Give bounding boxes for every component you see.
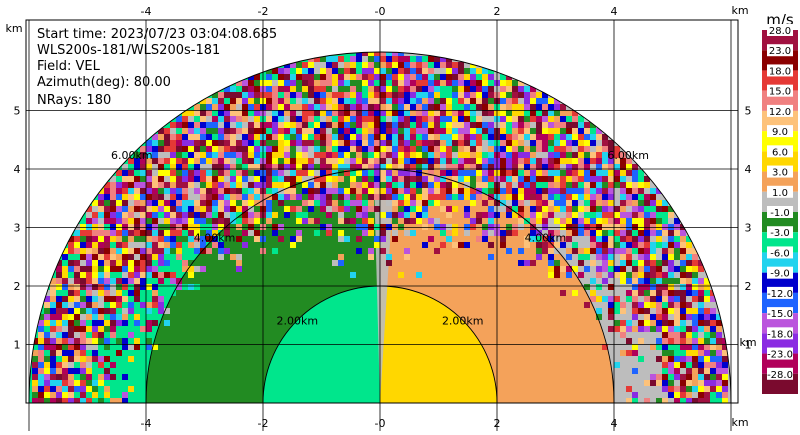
range-ring-label: 4.00km bbox=[194, 232, 236, 245]
colorbar-label: 12.0 bbox=[769, 107, 791, 118]
colorbar-label-bg bbox=[767, 24, 793, 36]
x-unit-bottom: km bbox=[731, 416, 748, 429]
info-panel: Start time: 2023/07/23 03:04:08.685 WLS2… bbox=[37, 27, 277, 108]
colorbar-label: -28.0 bbox=[767, 370, 793, 381]
colorbar-label-bg bbox=[767, 307, 793, 320]
colorbar-label: 28.0 bbox=[769, 26, 791, 37]
x-tick-label-top: 4 bbox=[611, 5, 618, 18]
colorbar-label-bg bbox=[767, 246, 793, 259]
y-tick-label-left: 1 bbox=[14, 339, 21, 352]
colorbar-label-bg bbox=[767, 206, 793, 218]
colorbar-label-bg bbox=[767, 266, 793, 279]
colorbar-label: 6.0 bbox=[772, 147, 788, 158]
nrays-text: NRays: 180 bbox=[37, 93, 111, 108]
colorbar-label: 1.0 bbox=[772, 188, 788, 199]
colorbar-label-bg bbox=[767, 145, 793, 158]
x-tick-label-top: 2 bbox=[494, 5, 501, 18]
colorbar-label-bg bbox=[767, 104, 793, 117]
colorbar-label: -12.0 bbox=[767, 289, 793, 300]
x-tick-label-top: -2 bbox=[258, 5, 269, 18]
instrument-text: WLS200s-181/WLS200s-181 bbox=[37, 43, 220, 58]
colorbar-label-bg bbox=[767, 286, 793, 299]
axes-frame bbox=[25, 19, 739, 404]
colorbar-label-bg bbox=[767, 367, 793, 380]
colorbar-label-bg bbox=[767, 185, 793, 198]
x-unit-top: km bbox=[731, 4, 748, 17]
colorbar-label: 9.0 bbox=[772, 127, 788, 138]
y-tick-label-left: 3 bbox=[14, 222, 21, 235]
range-ring-4 bbox=[145, 168, 615, 403]
colorbar-label: 18.0 bbox=[769, 66, 791, 77]
y-tick-label-left: 5 bbox=[14, 105, 21, 118]
range-ring-label: 6.00km bbox=[607, 149, 649, 162]
y-unit-left: km bbox=[5, 22, 22, 35]
colorbar-label: 3.0 bbox=[772, 168, 788, 179]
field-text: Field: VEL bbox=[37, 59, 101, 74]
colorbar: m/s 28.023.018.015.012.09.06.03.01.0-1.0… bbox=[762, 11, 798, 394]
y-tick-label-right: 1 bbox=[745, 339, 752, 352]
range-ring-label: 2.00km bbox=[276, 314, 318, 327]
colorbar-label: -1.0 bbox=[770, 208, 790, 219]
colorbar-label: -3.0 bbox=[770, 228, 790, 239]
y-tick-label-right: 2 bbox=[745, 280, 752, 293]
colorbar-label-bg bbox=[767, 64, 793, 77]
range-ring-label: 6.00km bbox=[111, 149, 153, 162]
y-unit-right: km bbox=[739, 336, 756, 349]
y-tick-label-right: 3 bbox=[745, 222, 752, 235]
colorbar-label-bg bbox=[767, 125, 793, 138]
start-time-text: Start time: 2023/07/23 03:04:08.685 bbox=[37, 27, 277, 42]
y-tick-label-right: 5 bbox=[745, 105, 752, 118]
range-ring-label: 4.00km bbox=[525, 232, 567, 245]
colorbar-label-bg bbox=[767, 44, 793, 57]
colorbar-label: 15.0 bbox=[769, 87, 791, 98]
azimuth-text: Azimuth(deg): 80.00 bbox=[37, 75, 171, 90]
colorbar-label: -18.0 bbox=[767, 329, 793, 340]
colorbar-label: 23.0 bbox=[769, 46, 791, 57]
y-tick-label-left: 2 bbox=[14, 280, 21, 293]
y-tick-label-right: 4 bbox=[745, 163, 752, 176]
colorbar-label-bg bbox=[767, 84, 793, 97]
range-ring-label: 2.00km bbox=[442, 314, 484, 327]
colorbar-label: -23.0 bbox=[767, 350, 793, 361]
x-tick-label-top: -0 bbox=[375, 5, 386, 18]
x-tick-label-top: -4 bbox=[141, 5, 152, 18]
colorbar-label-bg bbox=[767, 327, 793, 340]
range-ring-6 bbox=[28, 51, 732, 403]
range-rings: 2.00km 2.00km 4.00km 4.00km 6.00km 6.00km bbox=[28, 51, 732, 403]
colorbar-label-bg bbox=[767, 165, 793, 178]
y-tick-label-left: 4 bbox=[14, 163, 21, 176]
range-ring-2 bbox=[262, 285, 498, 403]
colorbar-label: -9.0 bbox=[770, 269, 790, 280]
colorbar-label-bg bbox=[767, 347, 793, 360]
colorbar-label-bg bbox=[767, 226, 793, 239]
colorbar-label: -15.0 bbox=[767, 309, 793, 320]
colorbar-label: -6.0 bbox=[770, 248, 790, 259]
